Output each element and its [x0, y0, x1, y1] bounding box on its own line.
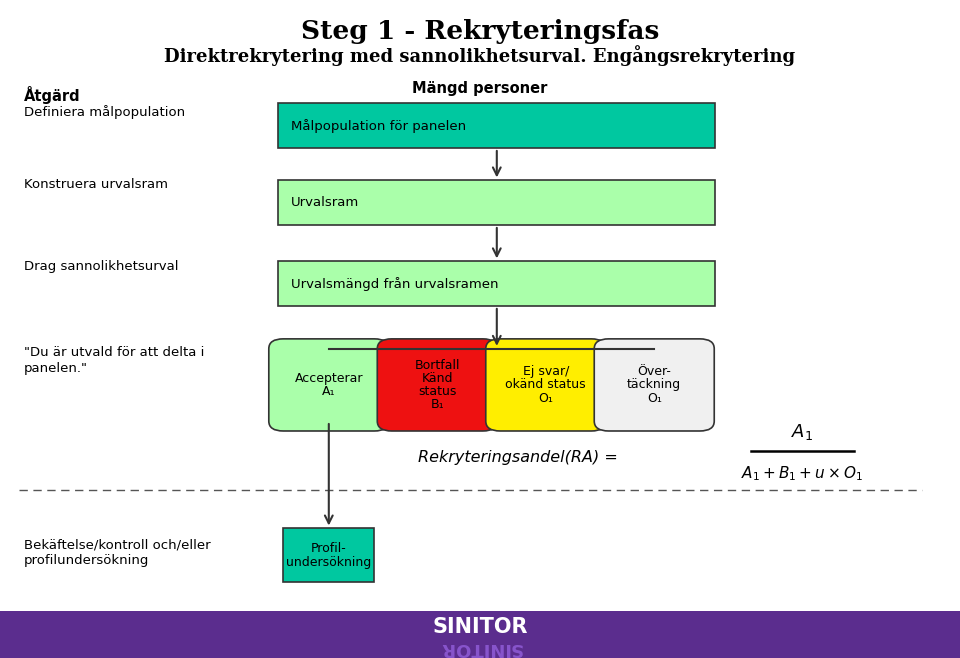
FancyBboxPatch shape: [278, 103, 715, 148]
Text: Urvalsram: Urvalsram: [291, 196, 359, 209]
Text: Över-: Över-: [637, 365, 671, 378]
Text: $A_1 + B_1 + u \times O_1$: $A_1 + B_1 + u \times O_1$: [741, 465, 862, 483]
Text: Åtgärd: Åtgärd: [24, 86, 81, 105]
Text: O₁: O₁: [647, 392, 661, 405]
Text: Ej svar/: Ej svar/: [522, 365, 569, 378]
FancyBboxPatch shape: [377, 339, 497, 431]
Text: Profil-: Profil-: [311, 542, 347, 555]
Text: O₁: O₁: [539, 392, 553, 405]
Text: Målpopulation för panelen: Målpopulation för panelen: [291, 118, 466, 133]
Text: SINITOR: SINITOR: [432, 617, 528, 637]
Text: Konstruera urvalsram: Konstruera urvalsram: [24, 178, 168, 191]
FancyBboxPatch shape: [278, 180, 715, 225]
FancyBboxPatch shape: [278, 261, 715, 306]
FancyBboxPatch shape: [269, 339, 389, 431]
Text: undersökning: undersökning: [286, 556, 372, 569]
FancyBboxPatch shape: [283, 528, 374, 582]
Text: täckning: täckning: [627, 378, 682, 392]
Text: okänd status: okänd status: [506, 378, 586, 392]
Text: status: status: [419, 385, 456, 398]
Text: profilundersökning: profilundersökning: [24, 554, 150, 567]
Text: Definiera målpopulation: Definiera målpopulation: [24, 105, 185, 119]
Text: Rekryteringsandel(RA) =: Rekryteringsandel(RA) =: [418, 450, 617, 465]
Text: Urvalsmängd från urvalsramen: Urvalsmängd från urvalsramen: [291, 276, 498, 291]
Text: Direktrekrytering med sannolikhetsurval. Engångsrekrytering: Direktrekrytering med sannolikhetsurval.…: [164, 45, 796, 66]
FancyBboxPatch shape: [594, 339, 714, 431]
Text: Bortfall: Bortfall: [415, 359, 460, 372]
Text: Bekäftelse/kontroll och/eller: Bekäftelse/kontroll och/eller: [24, 538, 210, 551]
FancyBboxPatch shape: [486, 339, 606, 431]
Text: Steg 1 - Rekryteringsfas: Steg 1 - Rekryteringsfas: [300, 19, 660, 44]
Bar: [0, 611, 960, 658]
Text: Mängd personer: Mängd personer: [412, 82, 548, 96]
Text: A₁: A₁: [322, 385, 336, 398]
Text: SINITOR: SINITOR: [439, 638, 521, 657]
Text: Känd: Känd: [421, 372, 453, 385]
Text: B₁: B₁: [430, 398, 444, 411]
Text: panelen.": panelen.": [24, 362, 88, 375]
Text: $A_1$: $A_1$: [790, 422, 813, 442]
Text: "Du är utvald för att delta i: "Du är utvald för att delta i: [24, 345, 204, 359]
Text: Drag sannolikhetsurval: Drag sannolikhetsurval: [24, 260, 179, 273]
Text: Accepterar: Accepterar: [295, 372, 363, 385]
